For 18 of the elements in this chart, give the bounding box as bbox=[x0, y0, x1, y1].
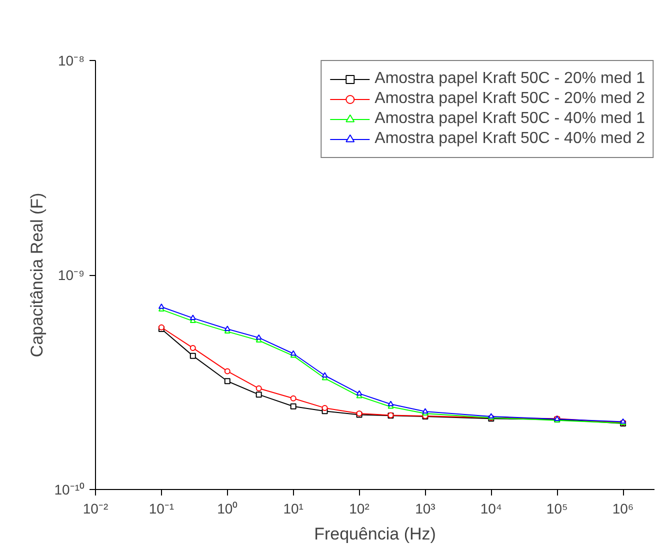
x-tick-label: 10⁻¹ bbox=[148, 500, 174, 516]
x-tick-label: 10³ bbox=[415, 500, 436, 516]
x-tick-label: 10⁴ bbox=[480, 500, 502, 516]
x-tick-label: 10¹ bbox=[283, 500, 304, 516]
y-tick-label: 10⁻⁹ bbox=[58, 267, 85, 283]
legend-label: Amostra papel Kraft 50C - 20% med 1 bbox=[374, 70, 645, 88]
x-tick-label: 10⁵ bbox=[546, 500, 568, 516]
x-tick-label: 10⁻² bbox=[82, 500, 108, 516]
legend-label: Amostra papel Kraft 50C - 20% med 2 bbox=[374, 90, 645, 108]
y-tick-label: 10⁻⁸ bbox=[58, 52, 85, 68]
y-tick-label: 10⁻¹⁰ bbox=[54, 482, 84, 498]
x-tick-label: 10² bbox=[349, 500, 370, 516]
x-tick-label: 10⁰ bbox=[217, 500, 238, 516]
legend-label: Amostra papel Kraft 50C - 40% med 2 bbox=[374, 130, 645, 148]
legend-label: Amostra papel Kraft 50C - 40% med 1 bbox=[374, 110, 645, 128]
x-axis-title: Frequência (Hz) bbox=[314, 524, 436, 544]
y-axis-title: Capacitância Real (F) bbox=[27, 192, 46, 358]
x-tick-label: 10⁶ bbox=[612, 500, 634, 516]
